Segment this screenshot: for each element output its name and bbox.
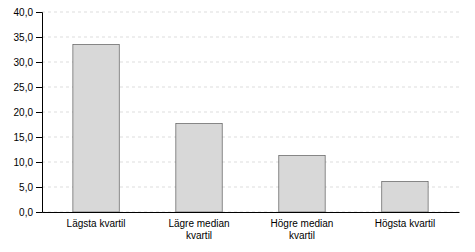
- y-tick-label: 25,0: [14, 82, 34, 93]
- x-tick-label-line: Högre median: [271, 218, 334, 229]
- x-tick-label-line: kvartil: [186, 230, 212, 241]
- y-tick-label: 15,0: [14, 132, 34, 143]
- y-tick-label: 20,0: [14, 107, 34, 118]
- y-tick-label: 35,0: [14, 32, 34, 43]
- y-tick-mark: [36, 212, 42, 213]
- x-tick-label: Högre mediankvartil: [271, 218, 334, 241]
- y-tick: 30,0: [14, 57, 42, 68]
- y-tick: 5,0: [19, 182, 42, 193]
- x-tick-label: Lägsta kvartil: [67, 218, 126, 229]
- y-tick-label: 10,0: [14, 157, 34, 168]
- y-tick: 15,0: [14, 132, 42, 143]
- x-tick-label: Högsta kvartil: [375, 218, 436, 229]
- grid: [42, 12, 459, 212]
- x-tick: Högre mediankvartil: [271, 218, 334, 241]
- y-axis: 0,0 5,0 10,0 15,0 20,0 25,0 30,0 35,0 40,0: [14, 7, 43, 218]
- y-tick: 10,0: [14, 157, 42, 168]
- y-tick-label: 5,0: [19, 182, 33, 193]
- y-tick-label: 40,0: [14, 7, 34, 18]
- x-tick-label-line: Högsta kvartil: [375, 218, 436, 229]
- x-tick-label-line: Lägsta kvartil: [67, 218, 126, 229]
- bars: [73, 45, 428, 213]
- y-tick: 40,0: [14, 7, 42, 18]
- x-tick: Högsta kvartil: [375, 218, 436, 229]
- bar: [176, 124, 222, 213]
- y-tick-mark: [36, 187, 42, 188]
- y-tick: 35,0: [14, 32, 42, 43]
- chart: 0,0 5,0 10,0 15,0 20,0 25,0 30,0 35,0 40,0 Lägsta…: [0, 0, 475, 252]
- y-tick-label: 30,0: [14, 57, 34, 68]
- y-tick-mark: [36, 87, 42, 88]
- x-tick: Lägsta kvartil: [67, 218, 126, 229]
- y-tick-label: 0,0: [19, 207, 33, 218]
- x-axis: Lägsta kvartilLägre mediankvartilHögre m…: [43, 213, 460, 241]
- x-tick-label-line: Lägre median: [168, 218, 229, 229]
- y-tick-mark: [36, 62, 42, 63]
- y-tick: 20,0: [14, 107, 42, 118]
- x-tick-label-line: kvartil: [289, 230, 315, 241]
- y-tick-mark: [36, 12, 42, 13]
- bar: [382, 182, 428, 213]
- y-tick: 25,0: [14, 82, 42, 93]
- x-tick: Lägre mediankvartil: [168, 218, 229, 241]
- grid-line: [42, 12, 459, 13]
- y-tick-mark: [36, 137, 42, 138]
- y-tick-mark: [36, 37, 42, 38]
- grid-line: [42, 37, 459, 38]
- y-tick-mark: [36, 162, 42, 163]
- y-axis-line: [36, 13, 43, 213]
- x-tick-label: Lägre mediankvartil: [168, 218, 229, 241]
- x-axis-line: [43, 212, 460, 213]
- y-tick: 0,0: [19, 207, 42, 218]
- y-tick-mark: [36, 112, 42, 113]
- plot: 0,0 5,0 10,0 15,0 20,0 25,0 30,0 35,0 40,0 Lägsta…: [14, 7, 460, 241]
- bar: [73, 45, 119, 213]
- bar: [279, 156, 325, 213]
